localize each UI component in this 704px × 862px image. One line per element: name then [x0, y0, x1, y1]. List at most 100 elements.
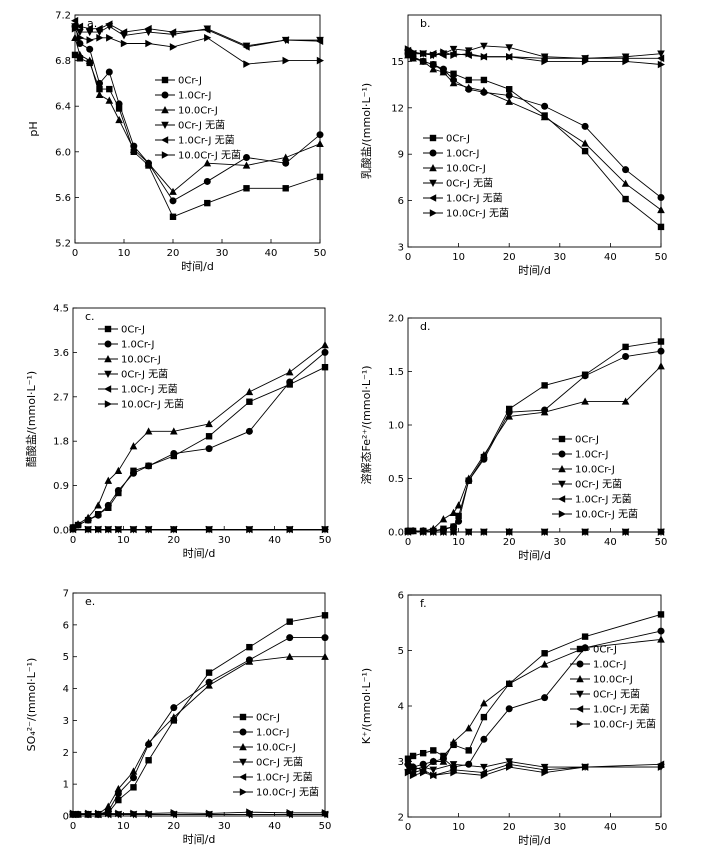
data-point	[144, 427, 153, 435]
legend-label: 1.0Cr-J	[593, 660, 626, 671]
data-point	[449, 761, 458, 769]
data-point	[480, 76, 488, 84]
legend-marker	[104, 325, 112, 333]
data-point	[454, 501, 463, 509]
y-tick-label: 6	[398, 196, 404, 207]
data-point	[581, 633, 589, 640]
plot-frame	[74, 14, 321, 244]
panel-e: 0 10 20 30 40 50 0 1 2 3 4 5 6 7 时间/d SO₄²⁻/(mmol·L⁻¹) e…	[25, 589, 331, 847]
legend-label: 10.0Cr-J	[575, 465, 615, 476]
data-point	[429, 60, 437, 68]
legend-label: 1.0Cr-J 无菌	[121, 384, 178, 396]
data-point	[480, 528, 488, 536]
panel-d: 0 10 20 30 40 50 0.0 0.5 1.0 1.5 2.0 时间/d 溶解态Fe²⁺/(m…	[359, 314, 667, 563]
legend-marker	[104, 355, 112, 363]
data-point	[429, 766, 438, 774]
x-tick-label: 40	[265, 248, 278, 259]
panel-letter: f.	[420, 597, 427, 610]
panel-letter: d.	[420, 320, 430, 333]
data-point	[129, 767, 138, 775]
y-tick-label: 9	[398, 150, 404, 161]
data-point	[170, 704, 178, 712]
data-point	[105, 20, 113, 28]
data-point	[581, 139, 589, 147]
x-tick-label: 20	[167, 535, 180, 546]
legend-marker	[429, 164, 437, 172]
legend-label: 10.0Cr-J 无菌	[178, 150, 241, 162]
legend: 0Cr-J 1.0Cr-J 10.0Cr-J 0Cr-J 无菌 1.0Cr-J 无菌 10…	[423, 134, 509, 220]
x-tick-label: 50	[319, 821, 332, 832]
data-point	[205, 525, 214, 534]
y-tick-label: 4	[63, 684, 69, 695]
legend-marker	[576, 705, 584, 713]
data-point	[74, 520, 82, 528]
data-point	[145, 39, 153, 48]
data-point	[450, 70, 457, 77]
x-tick-label: 0	[405, 822, 411, 833]
x-tick-label: 30	[553, 537, 566, 548]
data-point	[245, 657, 254, 665]
legend-marker	[576, 720, 584, 728]
data-point	[242, 43, 250, 51]
data-point	[316, 139, 324, 148]
x-tick-label: 10	[117, 821, 130, 832]
y-axis-label: 醋酸盐/(mmol·L⁻¹)	[24, 371, 38, 467]
data-point	[506, 528, 514, 536]
data-point	[169, 197, 177, 205]
data-point	[622, 195, 629, 203]
data-point	[429, 65, 438, 73]
x-tick-label: 10	[117, 535, 130, 546]
data-point	[581, 397, 589, 405]
data-point	[104, 501, 112, 509]
data-point	[94, 511, 102, 519]
data-point	[540, 113, 549, 121]
data-point	[540, 763, 549, 772]
data-point	[205, 445, 213, 453]
data-point	[657, 205, 665, 214]
x-axis-label: 时间/d	[518, 549, 551, 562]
data-point	[316, 56, 324, 65]
series-10.0Cr-J	[69, 341, 329, 531]
data-point	[203, 26, 211, 34]
data-point	[464, 474, 473, 482]
data-point	[622, 166, 630, 174]
x-tick-label: 50	[655, 252, 668, 263]
data-point	[316, 37, 324, 46]
data-point	[506, 763, 514, 771]
series-line	[407, 613, 662, 760]
data-point	[450, 768, 458, 777]
x-axis-label: 时间/d	[518, 264, 551, 277]
data-point	[404, 528, 412, 536]
data-point	[130, 525, 138, 534]
series-10.0Cr-J 无菌	[404, 763, 665, 780]
plot-frame	[72, 592, 326, 817]
data-point	[505, 97, 513, 105]
data-point	[657, 528, 665, 536]
x-tick-label: 0	[72, 248, 78, 259]
data-point	[465, 747, 472, 754]
data-point	[541, 382, 548, 389]
data-point	[419, 749, 427, 757]
legend-label: 0Cr-J	[256, 713, 280, 724]
data-point	[243, 60, 251, 68]
data-point	[480, 699, 488, 707]
x-tick-label: 20	[503, 252, 516, 263]
data-point	[480, 450, 488, 459]
panel-f: 0 10 20 30 40 50 2 3 4 5 6 时间/d K⁺/(mmol·L⁻¹) f. 0Cr-J…	[360, 591, 667, 848]
data-point	[657, 763, 665, 771]
data-point	[321, 634, 329, 642]
data-point	[130, 145, 138, 153]
legend-label: 10.0Cr-J 无菌	[256, 787, 319, 799]
legend: 0Cr-J 1.0Cr-J 10.0Cr-J 0Cr-J 无菌 1.0Cr-J 无菌 10…	[570, 645, 656, 731]
legend-label: 0Cr-J	[575, 435, 599, 446]
data-point	[657, 50, 665, 58]
data-point	[95, 525, 103, 534]
legend-marker	[429, 209, 437, 217]
plot-frame	[407, 14, 662, 248]
data-point	[245, 427, 253, 435]
legend-label: 0Cr-J 无菌	[121, 369, 168, 381]
x-tick-label: 0	[405, 252, 411, 263]
data-point	[76, 50, 84, 59]
panel-letter: c.	[85, 310, 95, 323]
